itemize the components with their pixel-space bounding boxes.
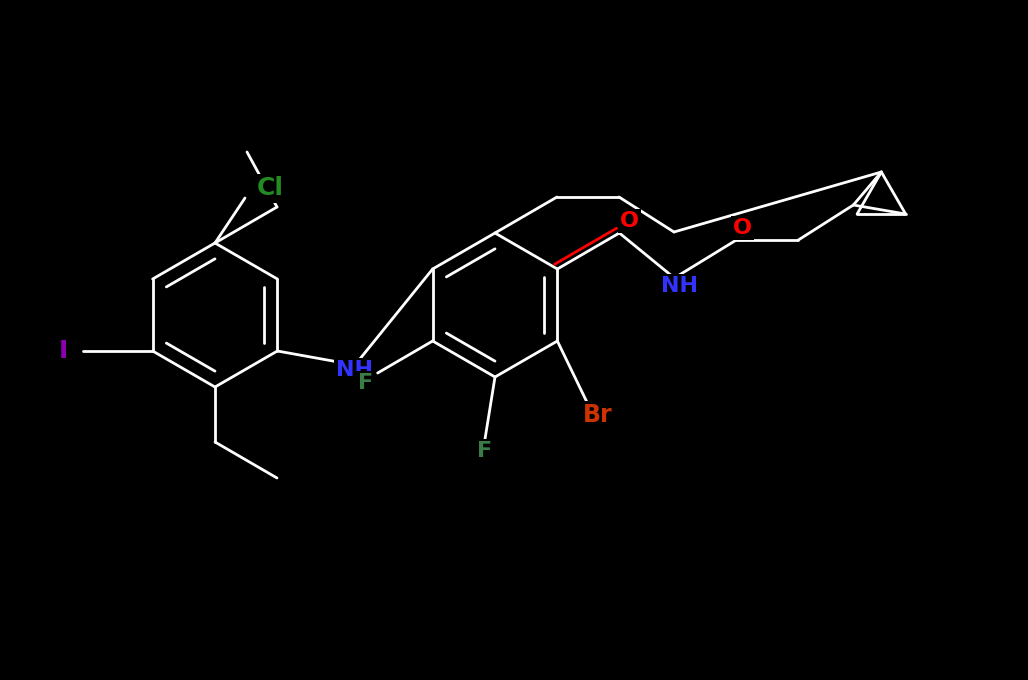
Text: I: I <box>59 339 68 363</box>
Text: O: O <box>620 211 638 231</box>
Text: NH: NH <box>336 360 373 380</box>
Text: F: F <box>477 441 492 461</box>
Text: NH: NH <box>661 276 698 296</box>
Text: Cl: Cl <box>257 176 284 200</box>
Text: O: O <box>733 218 751 238</box>
Text: Br: Br <box>583 403 612 427</box>
Text: F: F <box>358 373 373 393</box>
